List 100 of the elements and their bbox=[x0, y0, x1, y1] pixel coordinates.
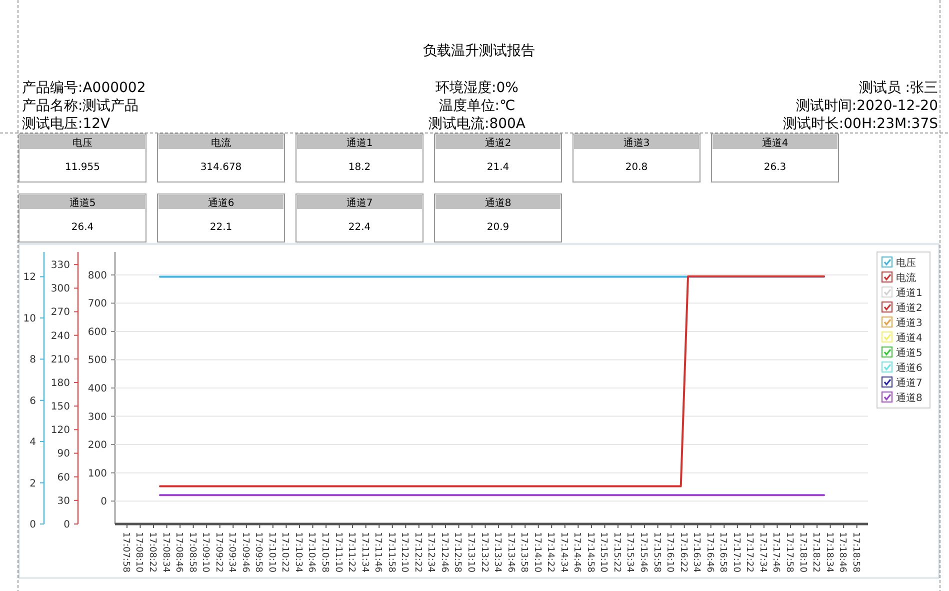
x-tick-label: 17:16:58 bbox=[718, 532, 728, 573]
data-label: 11.955 bbox=[65, 162, 100, 173]
category-label: 电压 bbox=[72, 137, 92, 149]
x-tick-label: 17:15:22 bbox=[611, 532, 622, 572]
data-label: 22.4 bbox=[348, 222, 371, 233]
x-tick-label: 17:11:34 bbox=[359, 532, 370, 573]
y2-tick-label: 270 bbox=[50, 307, 70, 318]
y-tick-label: 700 bbox=[88, 298, 107, 310]
x-tick-label: 17:10:22 bbox=[280, 532, 290, 572]
text: 测试员 :张三 bbox=[858, 80, 938, 96]
y2-tick-label: 90 bbox=[57, 448, 70, 460]
legend-label: 电压 bbox=[896, 257, 916, 269]
x-tick-label: 17:13:46 bbox=[505, 532, 516, 573]
legend-label: 通道2 bbox=[896, 302, 922, 314]
x-tick-label: 17:18:58 bbox=[850, 532, 860, 573]
x-tick-label: 17:18:10 bbox=[797, 532, 808, 573]
x-tick-label: 17:08:10 bbox=[134, 532, 144, 573]
x-tick-label: 17:08:58 bbox=[186, 532, 197, 573]
y-tick-label: 500 bbox=[88, 355, 107, 366]
x-tick-label: 17:08:22 bbox=[147, 532, 157, 572]
category-label: 通道1 bbox=[346, 137, 373, 149]
y2-tick-label: 210 bbox=[50, 354, 70, 366]
x-tick-label: 17:15:46 bbox=[638, 532, 648, 573]
data-label: 22.1 bbox=[210, 222, 232, 233]
y-tick-label: 300 bbox=[88, 412, 107, 423]
data-label: 314.678 bbox=[200, 162, 242, 173]
x-tick-label: 17:18:34 bbox=[824, 532, 834, 573]
category-label: 通道4 bbox=[762, 137, 788, 149]
x-tick-label: 17:17:10 bbox=[730, 532, 741, 573]
y2-tick-label: 300 bbox=[50, 284, 70, 295]
data-label: 26.4 bbox=[71, 222, 94, 233]
x-tick-label: 17:14:34 bbox=[558, 532, 568, 573]
text: 测试电压:12V bbox=[22, 116, 111, 132]
x-tick-label: 17:07:58 bbox=[120, 532, 130, 573]
x-tick-label: 17:11:22 bbox=[346, 532, 356, 572]
y3-tick-label: 6 bbox=[30, 396, 36, 407]
x-tick-label: 17:12:58 bbox=[452, 532, 462, 573]
text: 测试时长:00H:23M:37S bbox=[782, 116, 938, 132]
x-tick-label: 17:10:34 bbox=[292, 532, 303, 573]
x-tick-label: 17:16:46 bbox=[704, 532, 714, 573]
x-tick-label: 17:13:58 bbox=[518, 532, 529, 573]
legend-label: 通道4 bbox=[896, 332, 922, 344]
x-tick-label: 17:16:22 bbox=[678, 532, 688, 572]
x-tick-label: 17:09:58 bbox=[253, 532, 264, 573]
y3-tick-label: 0 bbox=[30, 520, 36, 530]
legend-label: 通道6 bbox=[896, 362, 922, 374]
category-label: 通道8 bbox=[484, 197, 512, 209]
text: 测试电流:800A bbox=[428, 116, 526, 132]
data-label: 21.4 bbox=[486, 162, 510, 173]
x-tick-label: 17:13:10 bbox=[465, 532, 476, 573]
x-tick-label: 17:16:10 bbox=[664, 532, 675, 573]
category-label: 通道7 bbox=[346, 197, 373, 209]
y2-tick-label: 60 bbox=[57, 472, 70, 484]
y3-tick-label: 10 bbox=[23, 313, 36, 324]
x-tick-label: 17:08:34 bbox=[160, 532, 170, 573]
y2-tick-label: 240 bbox=[50, 330, 70, 342]
data-label: 18.2 bbox=[348, 162, 371, 173]
x-tick-label: 17:12:46 bbox=[438, 532, 449, 573]
category-label: 通道6 bbox=[208, 197, 234, 209]
text: 环境湿度:0% bbox=[436, 80, 518, 96]
x-tick-label: 17:09:22 bbox=[213, 532, 224, 572]
y-tick-label: 600 bbox=[88, 326, 107, 338]
text: 温度单位:℃ bbox=[438, 98, 516, 114]
x-tick-label: 17:17:58 bbox=[784, 532, 794, 573]
y-tick-label: 0 bbox=[100, 496, 107, 508]
text: 产品编号:A000002 bbox=[22, 80, 146, 96]
x-tick-label: 17:15:58 bbox=[651, 532, 662, 573]
legend-label: 通道5 bbox=[896, 347, 922, 359]
y3-tick-label: 12 bbox=[23, 272, 36, 284]
x-tick-label: 17:10:58 bbox=[320, 532, 330, 573]
x-tick-label: 17:13:22 bbox=[478, 532, 489, 572]
x-tick-label: 17:09:10 bbox=[200, 532, 210, 573]
x-tick-label: 17:14:46 bbox=[572, 532, 582, 573]
legend-label: 通道8 bbox=[896, 392, 922, 404]
x-tick-label: 17:17:46 bbox=[770, 532, 781, 573]
category-label: 通道3 bbox=[623, 137, 650, 149]
x-tick-label: 17:14:22 bbox=[545, 532, 556, 572]
category-label: 电流 bbox=[211, 137, 231, 149]
x-tick-label: 17:17:22 bbox=[744, 532, 754, 572]
y3-tick-label: 2 bbox=[30, 478, 36, 490]
x-tick-label: 17:16:34 bbox=[691, 532, 702, 573]
y2-tick-label: 330 bbox=[50, 260, 70, 272]
x-tick-label: 17:12:22 bbox=[412, 532, 422, 572]
x-tick-label: 17:11:46 bbox=[372, 532, 383, 573]
category-label: 通道5 bbox=[69, 197, 96, 209]
x-tick-label: 17:18:46 bbox=[837, 532, 848, 573]
data-label: 26.3 bbox=[764, 162, 786, 173]
x-tick-label: 17:15:10 bbox=[598, 532, 608, 573]
x-tick-label: 17:17:34 bbox=[757, 532, 768, 573]
category-label: 通道2 bbox=[484, 137, 512, 149]
y2-tick-label: 120 bbox=[50, 425, 70, 436]
y2-tick-label: 180 bbox=[50, 378, 70, 389]
x-tick-label: 17:14:10 bbox=[532, 532, 542, 573]
y2-tick-label: 30 bbox=[57, 496, 70, 507]
y2-tick-label: 150 bbox=[50, 402, 70, 413]
x-tick-label: 17:11:58 bbox=[386, 532, 396, 573]
y-tick-label: 200 bbox=[88, 440, 107, 452]
x-tick-label: 17:11:10 bbox=[332, 532, 343, 573]
legend-label: 通道7 bbox=[896, 377, 922, 389]
x-tick-label: 17:12:10 bbox=[399, 532, 410, 573]
